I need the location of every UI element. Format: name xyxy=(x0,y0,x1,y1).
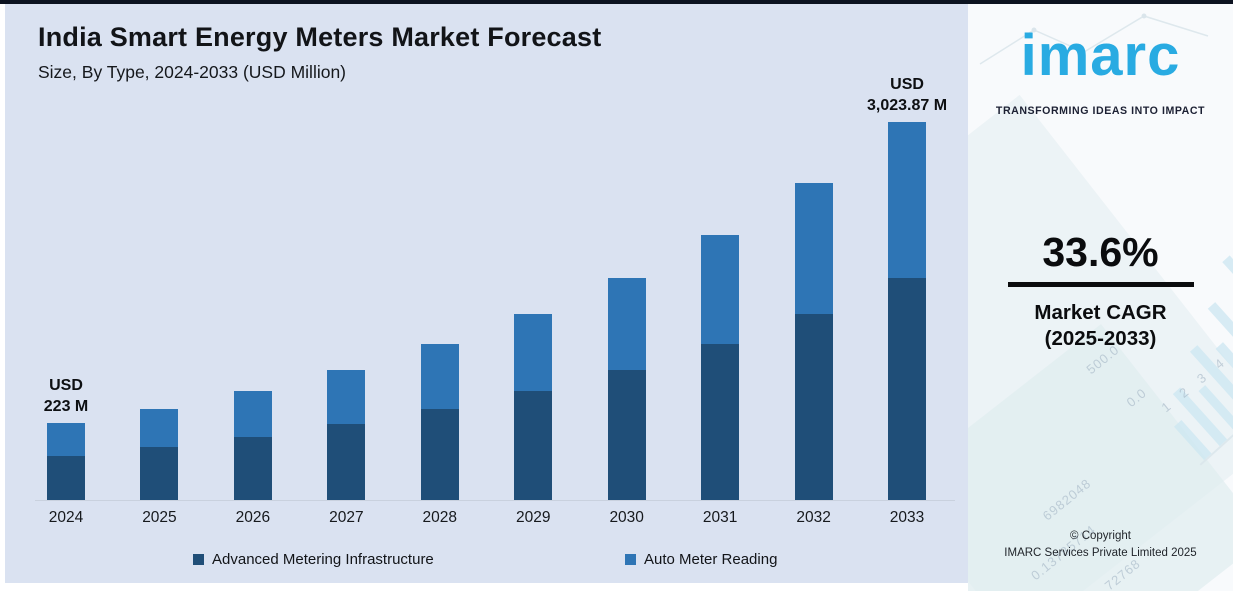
cagr-value: 33.6% xyxy=(1042,229,1159,275)
bar-segment-advanced-metering-infrastructure xyxy=(701,344,740,500)
value-annotation: USD 223 M xyxy=(43,377,89,415)
legend-item-ami: Advanced Metering Infrastructure xyxy=(193,551,434,568)
bar-segment-auto-meter-reading xyxy=(794,183,833,314)
imarc-logo: imarc xyxy=(1020,23,1181,88)
bar-2026 xyxy=(233,391,272,500)
top-border-strip xyxy=(0,0,1233,4)
x-axis-label: 2028 xyxy=(422,509,458,526)
bar-segment-advanced-metering-infrastructure xyxy=(888,278,927,500)
bar-segment-auto-meter-reading xyxy=(327,370,366,424)
bar-segment-advanced-metering-infrastructure xyxy=(420,409,459,500)
x-axis-label: 2032 xyxy=(796,509,831,526)
x-axis-label: 2026 xyxy=(235,509,271,526)
bar-2024 xyxy=(47,423,85,500)
bar-segment-advanced-metering-infrastructure xyxy=(327,424,366,500)
bar-segment-advanced-metering-infrastructure xyxy=(794,314,833,500)
bar-2027 xyxy=(327,370,366,500)
bar-segment-auto-meter-reading xyxy=(888,122,927,278)
bar-2028 xyxy=(420,344,459,500)
bar-segment-advanced-metering-infrastructure xyxy=(514,391,553,500)
chart-panel: India Smart Energy Meters Market Forecas… xyxy=(5,4,968,583)
bar-segment-auto-meter-reading xyxy=(701,235,740,344)
sidebar: 500.0 0.0 1 2 3 4 6982048 0.13785714 727… xyxy=(968,4,1233,591)
legend-label-ami: Advanced Metering Infrastructure xyxy=(212,551,434,568)
cagr-label-line1: Market CAGR xyxy=(1034,301,1167,324)
bar-2025 xyxy=(140,409,179,500)
x-axis-label: 2025 xyxy=(142,509,177,526)
copyright: © Copyright IMARC Services Private Limit… xyxy=(968,528,1233,563)
value-annotation: USD 3,023.87 M xyxy=(867,76,948,114)
chart-title: India Smart Energy Meters Market Forecas… xyxy=(38,22,602,52)
bar-2030 xyxy=(607,278,646,500)
bar-segment-advanced-metering-infrastructure xyxy=(140,447,179,500)
bar-segment-advanced-metering-infrastructure xyxy=(607,370,646,500)
chart-subtitle: Size, By Type, 2024-2033 (USD Million) xyxy=(38,62,347,82)
cagr-block: 33.6% Market CAGR (2025-2033) xyxy=(968,232,1233,351)
x-axis-label: 2033 xyxy=(889,509,925,526)
bar-segment-advanced-metering-infrastructure xyxy=(233,437,272,500)
bar-segment-auto-meter-reading xyxy=(607,278,646,370)
plot-area: 2024 2025 2026 2027 2028 2029 2030 2031 2032 2033… xyxy=(5,4,968,583)
x-axis-line xyxy=(35,500,955,501)
legend-swatch-ami-icon xyxy=(193,554,204,565)
x-axis-label: 2030 xyxy=(609,509,644,526)
imarc-logo-wrap: imarc xyxy=(968,23,1233,88)
bar-segment-auto-meter-reading xyxy=(47,423,85,456)
cagr-label-line2: (2025-2033) xyxy=(1044,327,1157,350)
x-axis-label: 2029 xyxy=(516,509,551,526)
bar-segment-advanced-metering-infrastructure xyxy=(47,456,85,500)
constellation-lines-icon xyxy=(979,13,1209,65)
x-axis-label: 2024 xyxy=(48,509,84,526)
copyright-line2: IMARC Services Private Limited 2025 xyxy=(1004,547,1197,560)
bar-segment-auto-meter-reading xyxy=(233,391,272,437)
x-axis-label: 2027 xyxy=(329,509,364,526)
legend-swatch-amr-icon xyxy=(625,554,636,565)
bar-2029 xyxy=(514,314,553,500)
imarc-tagline: TRANSFORMING IDEAS INTO IMPACT xyxy=(995,105,1206,117)
bar-2033 xyxy=(888,122,927,500)
bar-segment-auto-meter-reading xyxy=(420,344,459,409)
bar-2031 xyxy=(701,235,740,500)
legend-item-amr: Auto Meter Reading xyxy=(625,551,777,568)
legend-label-amr: Auto Meter Reading xyxy=(644,551,778,568)
sidebar-content: imarc TRANSFORMING IDEAS INTO IMPACT 33.… xyxy=(968,4,1233,591)
bar-segment-auto-meter-reading xyxy=(514,314,553,391)
bar-2032 xyxy=(794,183,833,500)
bar-segment-auto-meter-reading xyxy=(140,409,179,447)
copyright-line1: © Copyright xyxy=(1070,530,1131,542)
x-axis-label: 2031 xyxy=(702,509,738,526)
cagr-divider xyxy=(1007,282,1194,287)
